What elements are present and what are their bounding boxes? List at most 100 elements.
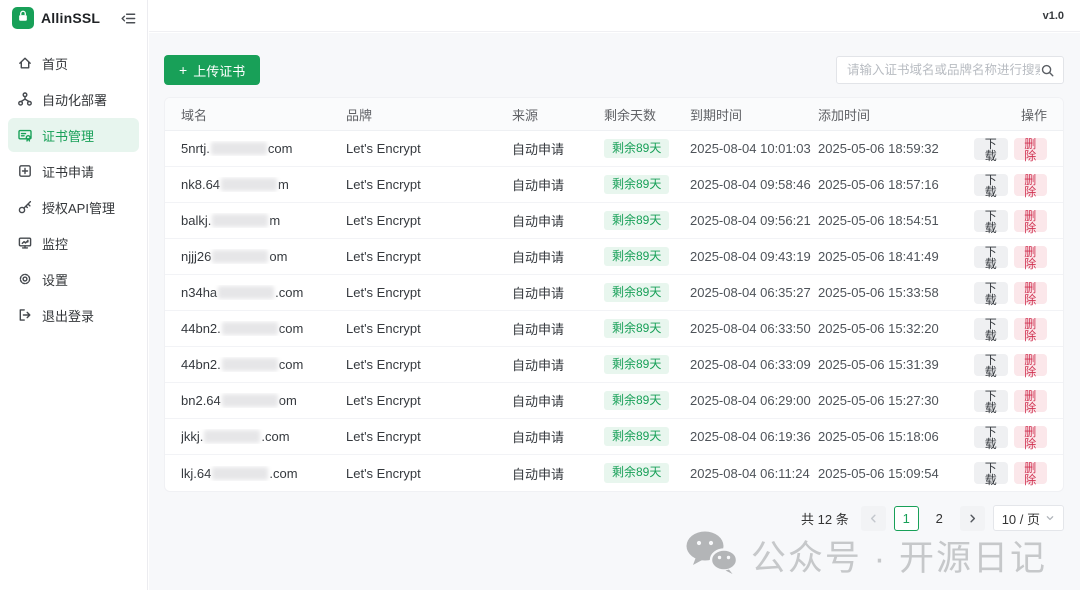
delete-button[interactable]: 删除 [1013, 317, 1047, 342]
upload-button-label: 上传证书 [193, 63, 246, 79]
brand-cell: Let's Encrypt [346, 249, 421, 264]
added-time-cell: 2025-05-06 15:09:54 [818, 465, 939, 481]
search-icon[interactable] [1040, 63, 1055, 78]
brand-cell: Let's Encrypt [346, 357, 421, 372]
delete-button[interactable]: 删除 [1013, 389, 1047, 414]
download-button[interactable]: 下载 [974, 137, 1008, 162]
sidebar-item-home[interactable]: 首页 [8, 46, 139, 80]
domain-cell: 5nrtj. com [181, 141, 293, 156]
main-content: + 上传证书 域名 品牌 来源 剩余天数 到期时间 添加时间 操作 5nrt [149, 33, 1080, 590]
page-size-select[interactable]: 10 / 页 [992, 505, 1064, 531]
brand-cell: Let's Encrypt [346, 321, 421, 336]
sidebar-item-cert-manage[interactable]: 证书管理 [8, 118, 139, 152]
sidebar-item-label: 自动化部署 [42, 92, 108, 108]
expire-time-cell: 2025-08-04 06:29:00 [690, 393, 811, 408]
days-left-badge: 剩余89天 [604, 426, 670, 447]
sidebar-header: AllinSSL [0, 0, 147, 36]
monitor-icon [17, 235, 33, 251]
redacted-domain-segment [221, 394, 278, 407]
table-row: 44bn2. com Let's Encrypt 自动申请 剩余89天 2025-… [165, 347, 1063, 383]
domain-cell: nk8.64 m [181, 177, 289, 192]
delete-button[interactable]: 删除 [1013, 173, 1047, 198]
days-left-badge: 剩余89天 [604, 282, 670, 303]
menu-fold-icon[interactable] [120, 10, 137, 27]
table-row: njjj26 om Let's Encrypt 自动申请 剩余89天 2025-0… [165, 239, 1063, 275]
domain-cell: 44bn2. com [181, 357, 304, 372]
brand-cell: Let's Encrypt [346, 285, 421, 300]
column-header-source: 来源 [512, 107, 539, 123]
expire-time-cell: 2025-08-04 06:19:36 [690, 429, 811, 444]
added-time-cell: 2025-05-06 18:41:49 [818, 249, 939, 264]
download-button[interactable]: 下载 [974, 353, 1008, 378]
delete-button[interactable]: 删除 [1013, 425, 1047, 450]
toolbar: + 上传证书 [164, 55, 1064, 85]
download-button[interactable]: 下载 [974, 462, 1008, 486]
domain-cell: n34ha .com [181, 285, 304, 300]
delete-button[interactable]: 删除 [1013, 209, 1047, 234]
source-cell: 自动申请 [512, 322, 565, 337]
api-key-icon [17, 199, 33, 215]
domain-cell: lkj.64 .com [181, 465, 298, 481]
delete-button[interactable]: 删除 [1013, 353, 1047, 378]
table-row: bn2.64 om Let's Encrypt 自动申请 剩余89天 2025-0… [165, 383, 1063, 419]
sidebar-item-logout[interactable]: 退出登录 [8, 298, 139, 332]
source-cell: 自动申请 [512, 394, 565, 409]
table-row: 5nrtj. com Let's Encrypt 自动申请 剩余89天 2025-… [165, 131, 1063, 167]
sidebar-item-settings[interactable]: 设置 [8, 262, 139, 296]
next-page-button[interactable] [959, 505, 985, 531]
download-button[interactable]: 下载 [974, 245, 1008, 270]
page-button-2[interactable]: 2 [935, 510, 943, 526]
search-input[interactable] [847, 63, 1040, 77]
days-left-badge: 剩余89天 [604, 318, 670, 339]
redacted-domain-segment [221, 322, 278, 335]
page-button-1[interactable]: 1 [893, 505, 919, 531]
download-button[interactable]: 下载 [974, 173, 1008, 198]
prev-page-button[interactable] [860, 505, 886, 531]
download-button[interactable]: 下载 [974, 425, 1008, 450]
redacted-domain-segment [221, 358, 278, 371]
upload-certificate-button[interactable]: + 上传证书 [164, 55, 261, 85]
source-cell: 自动申请 [512, 250, 565, 265]
download-button[interactable]: 下载 [974, 389, 1008, 414]
version-label: v1.0 [1042, 9, 1064, 22]
delete-button[interactable]: 删除 [1013, 245, 1047, 270]
source-cell: 自动申请 [512, 430, 565, 445]
sidebar: AllinSSL 首页 自动化部署 证书管理 证书申请 [0, 0, 148, 590]
certificates-table: 域名 品牌 来源 剩余天数 到期时间 添加时间 操作 5nrtj. com Let… [164, 97, 1064, 492]
delete-button[interactable]: 删除 [1013, 462, 1047, 486]
download-button[interactable]: 下载 [974, 317, 1008, 342]
days-left-badge: 剩余89天 [604, 390, 670, 411]
sidebar-item-label: 监控 [42, 236, 69, 252]
download-button[interactable]: 下载 [974, 209, 1008, 234]
column-header-domain: 域名 [181, 107, 208, 123]
sidebar-item-label: 退出登录 [42, 308, 95, 324]
delete-button[interactable]: 删除 [1013, 137, 1047, 162]
column-header-brand: 品牌 [346, 107, 373, 123]
sidebar-item-api-auth[interactable]: 授权API管理 [8, 190, 139, 224]
days-left-badge: 剩余89天 [604, 246, 670, 267]
delete-button[interactable]: 删除 [1013, 281, 1047, 306]
apply-icon [17, 163, 33, 179]
app-logo [12, 7, 34, 29]
source-cell: 自动申请 [512, 466, 565, 482]
pagination-total: 共 12 条 [801, 511, 849, 527]
sidebar-item-deploy[interactable]: 自动化部署 [8, 82, 139, 116]
redacted-domain-segment [212, 250, 269, 263]
redacted-domain-segment [218, 286, 275, 299]
brand-cell: Let's Encrypt [346, 429, 421, 444]
sidebar-item-cert-apply[interactable]: 证书申请 [8, 154, 139, 188]
expire-time-cell: 2025-08-04 06:33:09 [690, 357, 811, 372]
column-header-actions: 操作 [1020, 107, 1047, 123]
certificate-icon [17, 127, 33, 143]
expire-time-cell: 2025-08-04 09:43:19 [690, 249, 811, 264]
sidebar-menu: 首页 自动化部署 证书管理 证书申请 授权API管理 监控 [0, 36, 147, 332]
deploy-icon [17, 91, 33, 107]
search-box[interactable] [836, 56, 1064, 84]
download-button[interactable]: 下载 [974, 281, 1008, 306]
column-header-expire-time: 到期时间 [690, 107, 743, 123]
table-header-row: 域名 品牌 来源 剩余天数 到期时间 添加时间 操作 [165, 98, 1063, 131]
expire-time-cell: 2025-08-04 10:01:03 [690, 141, 811, 156]
sidebar-item-monitor[interactable]: 监控 [8, 226, 139, 260]
table-row: n34ha .com Let's Encrypt 自动申请 剩余89天 2025-… [165, 275, 1063, 311]
